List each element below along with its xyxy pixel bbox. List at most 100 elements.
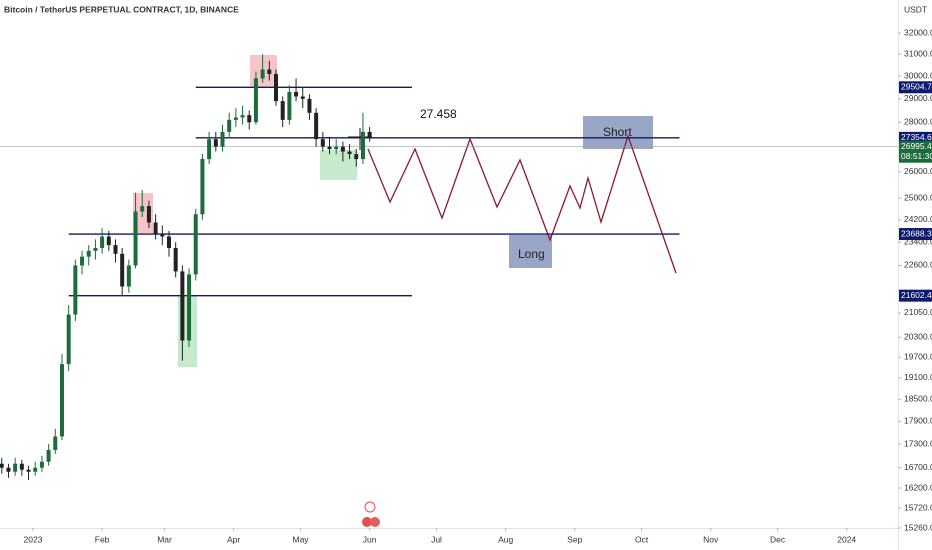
candle-body bbox=[153, 222, 158, 234]
candle-body bbox=[200, 159, 205, 215]
candle-body bbox=[19, 463, 24, 470]
price-tag-label: 21602.4 bbox=[901, 290, 932, 300]
candle-body bbox=[240, 115, 245, 118]
chart-title: Bitcoin / TetherUS PERPETUAL CONTRACT, 1… bbox=[4, 4, 239, 14]
y-tick-label: 26000.0 bbox=[904, 166, 932, 176]
x-tick-label: 2023 bbox=[24, 534, 43, 544]
candle-body bbox=[314, 112, 319, 140]
short-box bbox=[583, 116, 653, 149]
x-tick-label: Mar bbox=[157, 534, 172, 544]
candle-body bbox=[227, 119, 232, 132]
y-tick-label: 29000.0 bbox=[904, 93, 932, 103]
candle-body bbox=[59, 364, 64, 437]
candle-body bbox=[253, 78, 258, 123]
last-price-tag bbox=[899, 140, 932, 163]
candle-body bbox=[133, 211, 138, 266]
candle-body bbox=[334, 146, 339, 150]
candle-body bbox=[207, 139, 212, 160]
candle-body bbox=[140, 206, 145, 212]
candle-body bbox=[100, 236, 105, 248]
x-tick-label: Oct bbox=[635, 534, 649, 544]
candle-body bbox=[53, 436, 58, 450]
event-icon bbox=[364, 501, 376, 513]
y-tick-label: 16700.0 bbox=[904, 462, 932, 472]
y-tick-label: 22600.0 bbox=[904, 260, 932, 270]
candle-body bbox=[260, 69, 265, 79]
candle-body bbox=[6, 467, 11, 472]
event-icon bbox=[370, 517, 380, 527]
candle-body bbox=[287, 91, 292, 120]
candle-body bbox=[39, 461, 44, 468]
x-tick-label: May bbox=[292, 534, 309, 544]
y-tick-label: 19100.0 bbox=[904, 372, 932, 382]
candle-body bbox=[267, 69, 272, 74]
y-tick-label: 16200.0 bbox=[904, 482, 932, 492]
candle-body bbox=[33, 467, 38, 472]
x-tick-label: Jul bbox=[431, 534, 442, 544]
highlight-zone bbox=[320, 150, 357, 180]
candle-body bbox=[73, 265, 78, 315]
price-tag bbox=[899, 289, 932, 302]
countdown-label: 08:51:30 bbox=[901, 151, 932, 161]
y-tick-label: 15720.0 bbox=[904, 502, 932, 512]
price-tag bbox=[899, 228, 932, 241]
event-icon bbox=[362, 517, 372, 527]
x-tick-label: Sep bbox=[567, 534, 582, 544]
candle-body bbox=[280, 101, 285, 120]
x-tick-label: Apr bbox=[227, 534, 240, 544]
candle-body bbox=[113, 245, 118, 254]
candle-body bbox=[320, 139, 325, 147]
candle-body bbox=[220, 131, 225, 147]
candle-body bbox=[187, 274, 192, 341]
highlight-zone bbox=[133, 193, 153, 233]
y-tick-label: 21050.0 bbox=[904, 307, 932, 317]
candle-body bbox=[80, 256, 85, 266]
y-tick-label: 28000.0 bbox=[904, 117, 932, 127]
candle-body bbox=[247, 115, 252, 123]
price-tag-label: 23688.3 bbox=[901, 228, 932, 238]
projection-path bbox=[367, 133, 677, 274]
candle-body bbox=[273, 73, 278, 102]
annotation: 27.458 bbox=[420, 107, 457, 121]
candle-body bbox=[327, 146, 332, 150]
candle-body bbox=[173, 247, 178, 272]
candle-body bbox=[0, 463, 4, 468]
candle-body bbox=[160, 233, 165, 237]
candle-body bbox=[46, 449, 51, 462]
x-tick-label: Aug bbox=[498, 534, 513, 544]
price-tag-label: 27354.6 bbox=[901, 132, 932, 142]
x-tick-label: Feb bbox=[95, 534, 110, 544]
y-tick-label: 30000.0 bbox=[904, 70, 932, 80]
candle-body bbox=[347, 151, 352, 155]
candle-body bbox=[146, 206, 151, 223]
candle-body bbox=[367, 131, 372, 138]
annotation: Short bbox=[603, 125, 632, 139]
x-tick-label: 2024 bbox=[837, 534, 856, 544]
last-price-label: 26995.4 bbox=[901, 141, 932, 151]
candle-body bbox=[213, 139, 218, 147]
candle-body bbox=[13, 463, 18, 472]
plot: 32000.0 31000.0 30000.0 29000.0 28000.0 26000… bbox=[0, 27, 932, 544]
long-box bbox=[509, 235, 552, 268]
x-tick-label: Jun bbox=[363, 534, 377, 544]
y-tick-label: 23400.0 bbox=[904, 236, 932, 246]
y-tick-label: 31000.0 bbox=[904, 48, 932, 58]
price-tags: 29504.7 27354.6 23688.3 21602.4 26995.408:51… bbox=[899, 81, 932, 302]
x-tick-label: Dec bbox=[770, 534, 786, 544]
currency-label: USDT bbox=[904, 4, 927, 14]
y-tick-label: 17900.0 bbox=[904, 416, 932, 426]
candle-body bbox=[354, 154, 359, 160]
candle-body bbox=[166, 236, 171, 248]
x-tick-label: Nov bbox=[703, 534, 719, 544]
candle-body bbox=[86, 250, 91, 257]
candle-body bbox=[294, 91, 299, 97]
candle-body bbox=[307, 98, 312, 113]
candle-body bbox=[180, 271, 185, 341]
candle-body bbox=[193, 214, 198, 275]
y-tick-label: 17300.0 bbox=[904, 438, 932, 448]
y-tick-label: 20300.0 bbox=[904, 331, 932, 341]
y-tick-label: 32000.0 bbox=[904, 27, 932, 37]
candle-body bbox=[66, 314, 71, 365]
